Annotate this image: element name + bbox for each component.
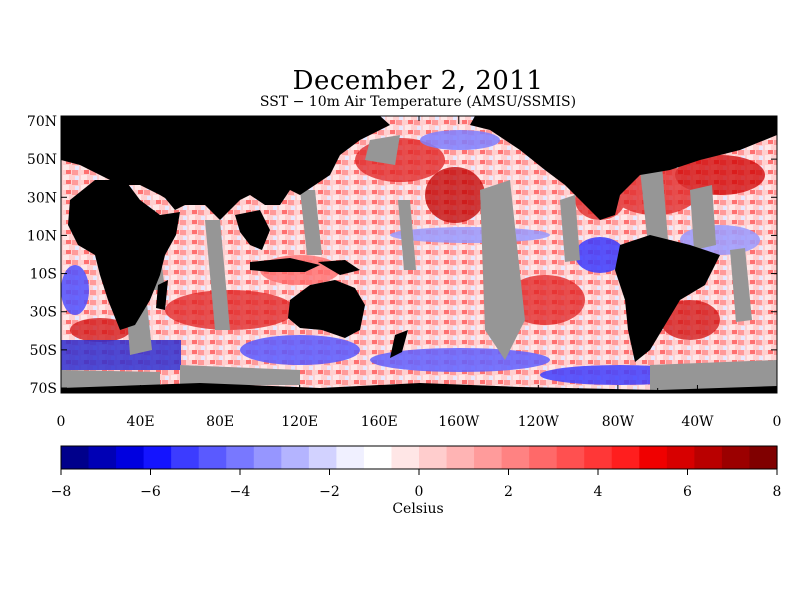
colorbar-swatch	[61, 446, 90, 469]
lon-label: 80E	[206, 414, 234, 430]
colorbar-tick-label: −6	[140, 484, 161, 500]
lon-label: 160W	[438, 414, 480, 430]
lat-label: 70S	[30, 381, 57, 397]
colorbar-tick-label: 6	[683, 484, 692, 500]
colorbar-swatch	[391, 446, 420, 469]
colorbar-swatch	[198, 446, 227, 469]
se-asia	[235, 210, 270, 250]
lon-label: 120W	[518, 414, 560, 430]
axis-labels: 70N 50N 30N 10N 10S 30S 50S 70S 0 40E 80E 120E 160E 1…	[27, 114, 782, 430]
colorbar-swatch	[474, 446, 503, 469]
colorbar-unit-label: Celsius	[392, 501, 444, 517]
colorbar-swatch	[666, 446, 695, 469]
colorbar-swatch	[363, 446, 393, 469]
new-guinea	[318, 260, 360, 275]
colorbar-swatch	[721, 446, 751, 469]
madagascar	[156, 280, 168, 310]
colorbar-swatch	[419, 446, 448, 469]
colorbar-tick-label: 0	[414, 484, 424, 500]
colorbar-swatch	[226, 446, 255, 469]
colorbar-tick-label: −8	[50, 484, 72, 500]
map-subtitle: SST − 10m Air Temperature (AMSU/SSMIS)	[259, 94, 577, 110]
colorbar-swatch	[253, 446, 282, 469]
colorbar-swatch	[308, 446, 337, 469]
colorbar-swatch	[88, 446, 117, 469]
colorbar-tick-label: −4	[229, 484, 251, 500]
lat-label: 50S	[30, 343, 57, 359]
australia	[288, 280, 365, 338]
lat-label: 50N	[27, 152, 57, 168]
lat-label: 70N	[27, 114, 57, 130]
colorbar-swatch	[694, 446, 723, 469]
axis-ticks	[60, 116, 778, 393]
colorbar-swatch	[281, 446, 310, 469]
colorbar-swatch	[336, 446, 365, 469]
greenland	[690, 116, 760, 150]
colorbar-tick-label: 8	[772, 484, 782, 500]
lon-label: 40W	[681, 414, 714, 430]
lon-label: 120E	[281, 414, 318, 430]
lat-label: 10N	[27, 228, 57, 244]
lon-label: 80W	[602, 414, 635, 430]
colorbar-swatch	[501, 446, 530, 469]
colorbar-swatch	[584, 446, 613, 469]
lat-label: 30S	[30, 305, 57, 321]
map-title: December 2, 2011	[292, 66, 544, 96]
colorbar-swatch	[749, 446, 778, 469]
colorbar-swatch	[171, 446, 200, 469]
colorbar	[61, 446, 778, 469]
colorbar-tick-label: 2	[504, 484, 513, 500]
lat-label: 10S	[30, 267, 57, 283]
colorbar-swatch	[556, 446, 585, 469]
lon-label: 40E	[127, 414, 155, 430]
africa	[68, 180, 180, 330]
indonesia	[250, 258, 320, 272]
eurasia	[61, 116, 390, 220]
colorbar-tick-label: 4	[593, 484, 603, 500]
lat-label: 30N	[27, 190, 57, 206]
colorbar-swatch	[639, 446, 668, 469]
lon-label: 0	[773, 414, 782, 430]
lon-label: 160E	[361, 414, 398, 430]
colorbar-swatch	[116, 446, 145, 469]
colorbar-swatch	[446, 446, 475, 469]
colorbar-ticks	[60, 469, 778, 475]
south-america	[615, 235, 720, 362]
lon-label: 0	[57, 414, 66, 430]
north-america	[470, 116, 777, 220]
colorbar-swatch	[143, 446, 172, 469]
colorbar-swatch	[611, 446, 640, 469]
map-field	[61, 116, 777, 393]
new-zealand	[390, 330, 408, 358]
colorbar-swatch	[529, 446, 558, 469]
colorbar-tick-label: −2	[319, 484, 340, 500]
